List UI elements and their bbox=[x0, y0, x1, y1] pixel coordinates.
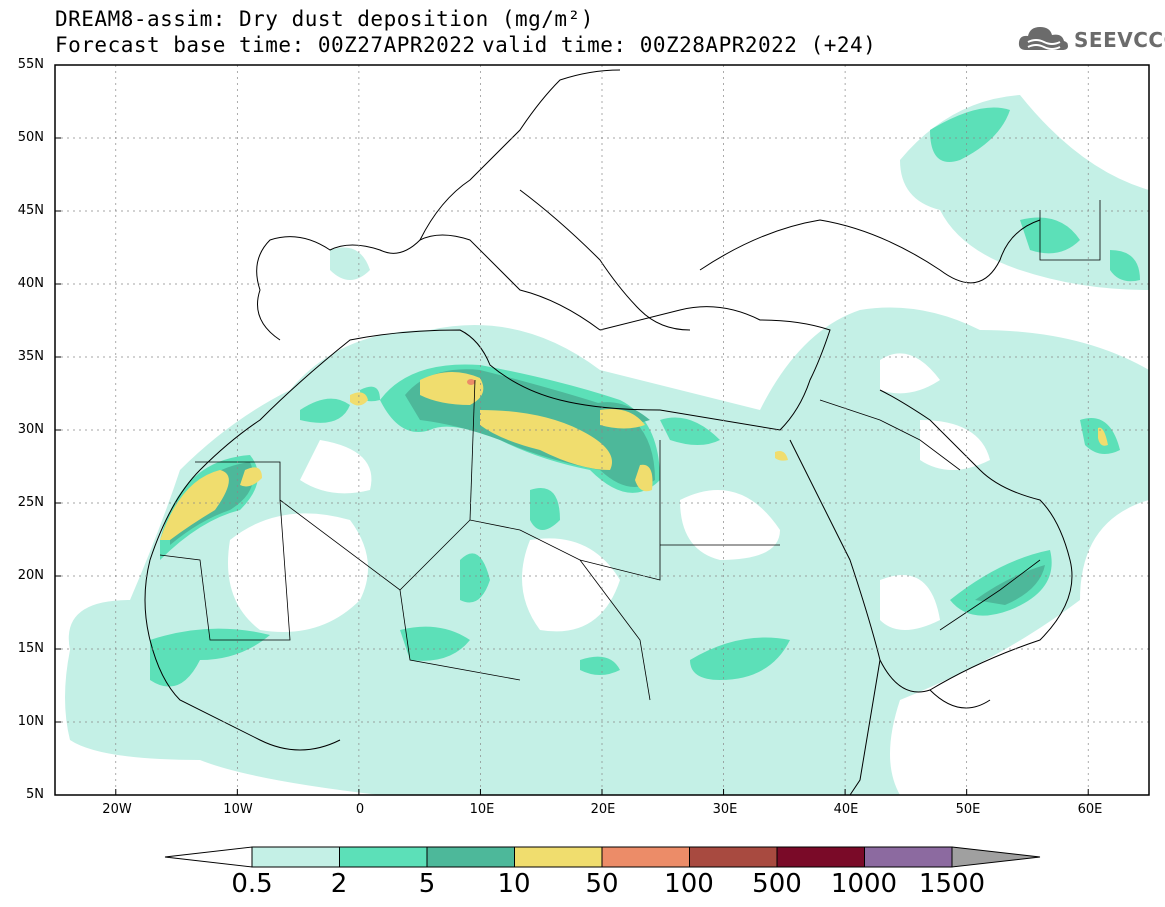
lon-label: 40E bbox=[833, 802, 859, 817]
lat-label: 45N bbox=[17, 203, 44, 218]
seevccc-logo: SEEVCCC bbox=[1016, 22, 1165, 60]
lat-label: 20N bbox=[17, 568, 44, 583]
lat-label: 10N bbox=[17, 714, 44, 729]
lon-label: 10W bbox=[223, 802, 253, 817]
lon-label: 50E bbox=[955, 802, 981, 817]
legend-label: 2 bbox=[330, 869, 348, 899]
coastlines bbox=[144, 69, 1073, 795]
valid-time: valid time: 00Z28APR2022 (+24) bbox=[482, 33, 877, 57]
lat-label: 15N bbox=[17, 641, 44, 656]
lat-label: 50N bbox=[17, 130, 44, 145]
lat-label: 55N bbox=[17, 57, 44, 72]
lon-label: 0 bbox=[355, 802, 365, 817]
lon-label: 20E bbox=[590, 802, 616, 817]
chart-title: DREAM8-assim: Dry dust deposition (mg/m²… bbox=[55, 7, 594, 31]
lon-label: 30E bbox=[712, 802, 738, 817]
legend-label: 50 bbox=[585, 869, 619, 899]
legend-label: 500 bbox=[752, 869, 802, 899]
legend-label: 1000 bbox=[830, 869, 898, 899]
field-level-50 bbox=[467, 379, 475, 385]
country-borders bbox=[159, 200, 1101, 701]
graticule bbox=[55, 65, 1149, 795]
lon-label: 20W bbox=[102, 802, 132, 817]
legend-label: 100 bbox=[664, 869, 714, 899]
tick-marks bbox=[55, 64, 1089, 796]
cloud-icon bbox=[1018, 27, 1068, 50]
lat-label: 30N bbox=[17, 422, 44, 437]
lon-label: 10E bbox=[469, 802, 495, 817]
lat-label: 40N bbox=[17, 276, 44, 291]
forecast-base-time: Forecast base time: 00Z27APR2022 bbox=[55, 33, 476, 57]
legend-label: 0.5 bbox=[231, 869, 273, 899]
legend-label: 1500 bbox=[918, 869, 986, 899]
logo-text: SEEVCCC bbox=[1074, 28, 1165, 52]
lat-label: 35N bbox=[17, 349, 44, 364]
lon-label: 60E bbox=[1077, 802, 1103, 817]
legend-label: 10 bbox=[497, 869, 531, 899]
lat-label: 5N bbox=[26, 787, 44, 802]
legend-label: 5 bbox=[418, 869, 436, 899]
field-level-10 bbox=[160, 371, 1108, 540]
lat-label: 25N bbox=[17, 495, 44, 510]
